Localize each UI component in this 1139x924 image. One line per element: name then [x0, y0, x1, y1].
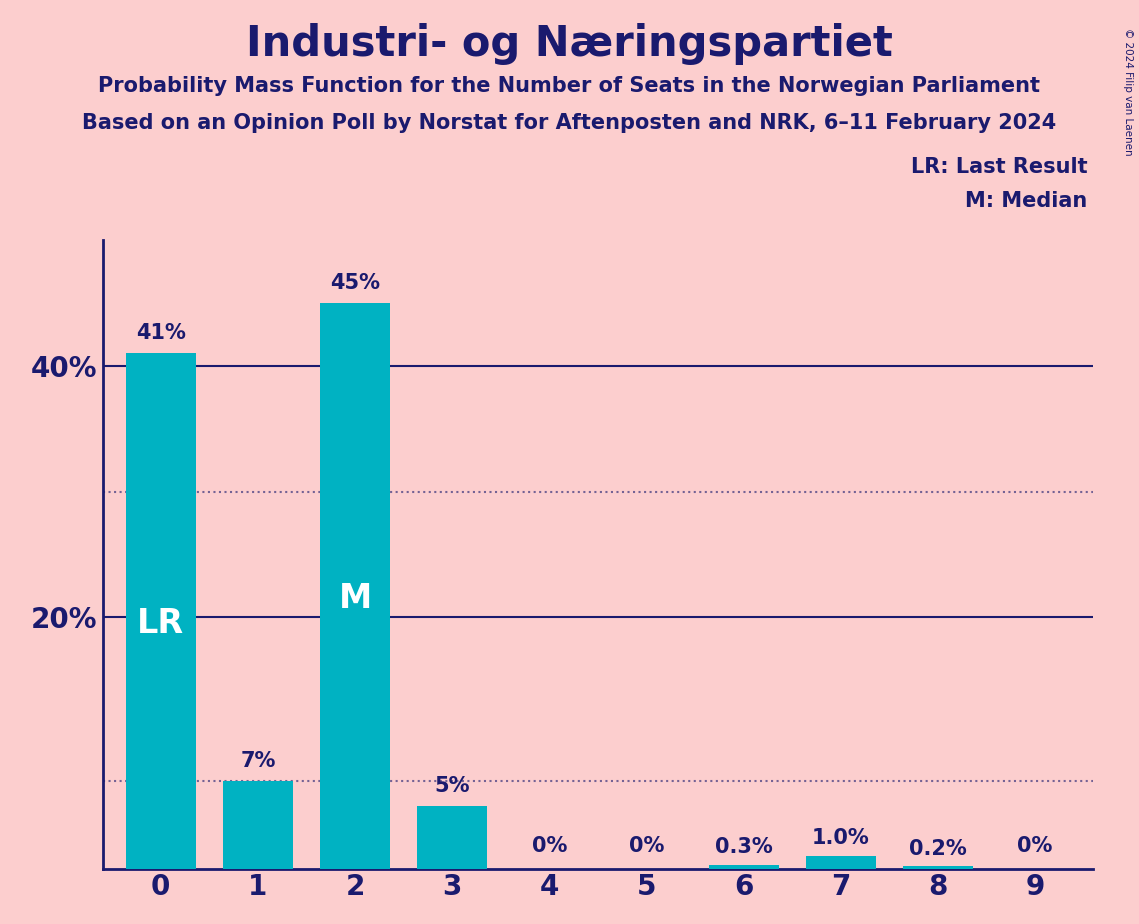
- Text: Based on an Opinion Poll by Norstat for Aftenposten and NRK, 6–11 February 2024: Based on an Opinion Poll by Norstat for …: [82, 113, 1057, 133]
- Text: 0.3%: 0.3%: [715, 837, 772, 857]
- Text: M: M: [338, 582, 371, 614]
- Text: 0.2%: 0.2%: [909, 838, 967, 858]
- Bar: [903, 866, 973, 869]
- Text: 0%: 0%: [1017, 836, 1052, 856]
- Text: 0%: 0%: [532, 836, 567, 856]
- Text: 45%: 45%: [330, 273, 380, 293]
- Bar: [708, 865, 779, 869]
- Text: M: Median: M: Median: [966, 191, 1088, 212]
- Text: 41%: 41%: [136, 323, 186, 344]
- Bar: [417, 806, 487, 869]
- Bar: [806, 856, 876, 869]
- Bar: [320, 303, 390, 869]
- Text: Probability Mass Function for the Number of Seats in the Norwegian Parliament: Probability Mass Function for the Number…: [98, 76, 1041, 96]
- Text: 5%: 5%: [434, 775, 470, 796]
- Bar: [125, 353, 196, 869]
- Text: LR: LR: [137, 607, 185, 640]
- Text: 1.0%: 1.0%: [812, 829, 870, 848]
- Text: 7%: 7%: [240, 750, 276, 771]
- Text: LR: Last Result: LR: Last Result: [911, 157, 1088, 177]
- Text: © 2024 Filip van Laenen: © 2024 Filip van Laenen: [1123, 28, 1133, 155]
- Text: Industri- og Næringspartiet: Industri- og Næringspartiet: [246, 23, 893, 65]
- Text: 0%: 0%: [629, 836, 664, 856]
- Bar: [223, 781, 293, 869]
